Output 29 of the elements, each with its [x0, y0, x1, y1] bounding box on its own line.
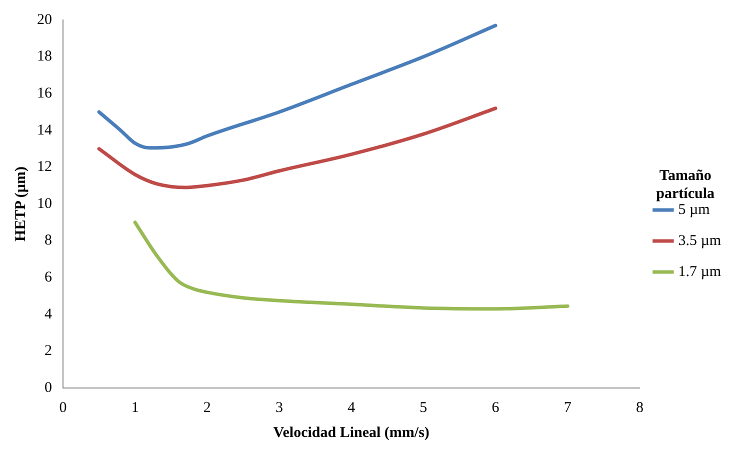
y-tick-label: 0 [44, 380, 52, 396]
y-tick-label: 4 [44, 306, 52, 322]
line-series [97, 24, 498, 150]
x-tick-label: 4 [348, 400, 356, 416]
x-tick-label: 7 [564, 400, 572, 416]
y-tick-label: 20 [37, 12, 52, 28]
y-tick-label: 2 [44, 343, 52, 360]
y-tick-label: 12 [37, 159, 52, 176]
line-series [133, 220, 570, 311]
x-tick-label: 3 [276, 400, 284, 416]
x-tick-label: 1 [131, 400, 139, 416]
y-tick-label: 8 [44, 232, 52, 249]
legend-title: Tamaño partícula [656, 168, 716, 202]
y-tick-label: 18 [37, 48, 52, 65]
x-tick-label: 2 [203, 400, 211, 416]
legend-label: 1.7 µm [678, 264, 722, 280]
legend-label: 3.5 µm [678, 232, 722, 249]
y-tick-label: 10 [37, 196, 52, 212]
x-tick-label: 8 [636, 400, 644, 416]
x-tick-label: 6 [492, 400, 500, 416]
y-axis-title: HETP (µm) [12, 166, 29, 242]
x-axis-title: Velocidad Lineal (mm/s) [273, 424, 430, 441]
y-tick-label: 14 [37, 122, 52, 138]
x-tick-label: 0 [59, 400, 67, 416]
legend-label: 5 µm [678, 202, 710, 218]
y-tick-label: 6 [44, 270, 52, 286]
x-tick-label: 5 [420, 400, 428, 416]
line-series [97, 106, 498, 190]
y-tick-label: 16 [37, 86, 52, 102]
